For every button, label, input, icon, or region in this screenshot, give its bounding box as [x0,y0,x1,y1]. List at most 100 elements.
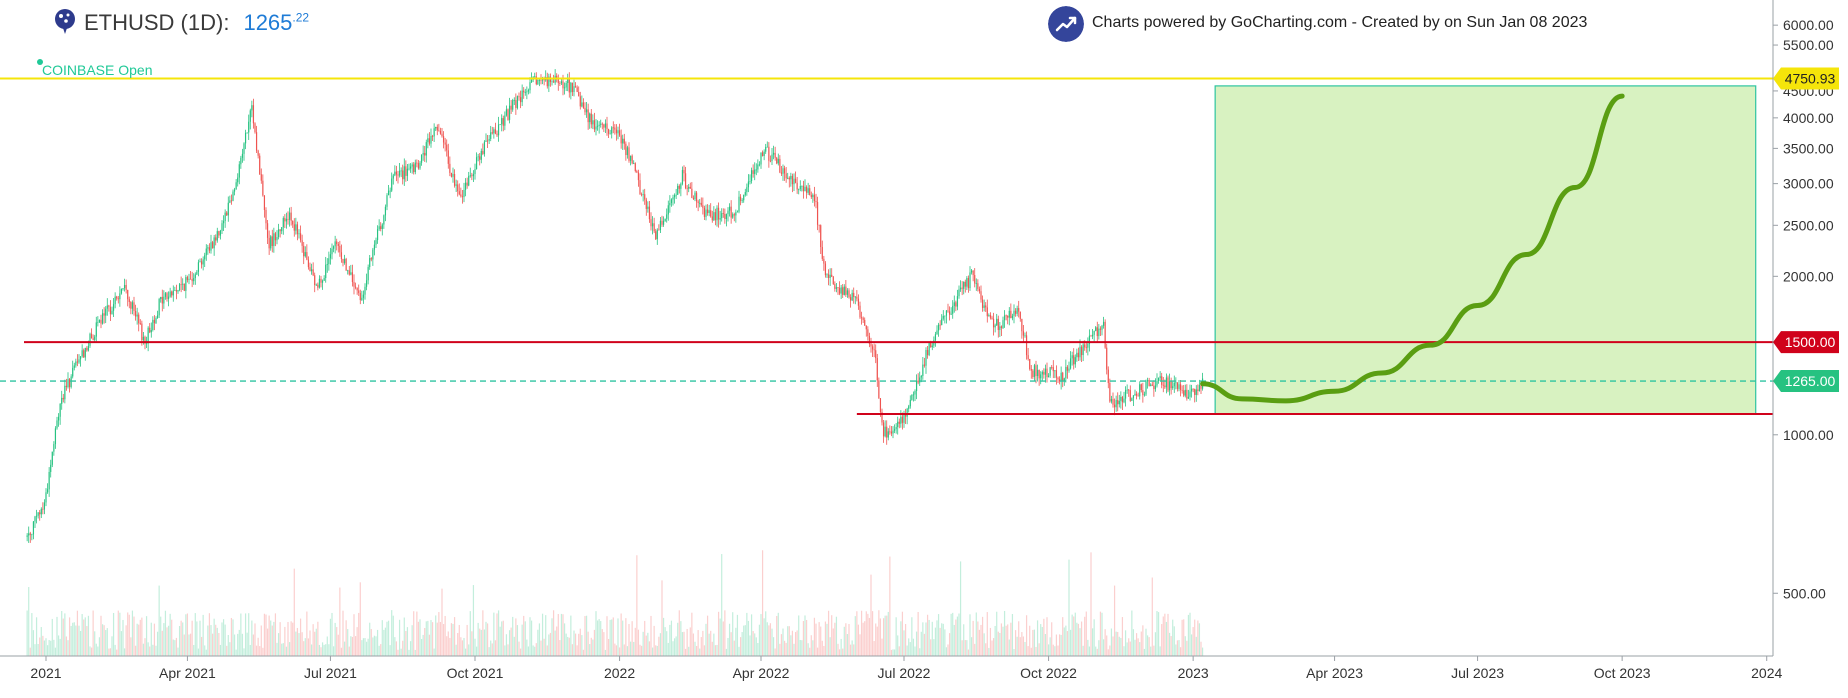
candle-body [78,359,80,363]
volume-bar [694,641,696,656]
volume-bar [428,634,431,656]
candle-body [994,325,996,328]
volume-bar [204,645,206,656]
candle-body [644,194,646,200]
volume-bar [48,640,50,656]
volume-bar [741,632,743,656]
candle-body [787,177,789,179]
volume-bar [1011,614,1014,656]
volume-bar [512,616,514,656]
y-tick-label: 3500.00 [1783,140,1834,156]
volume-bar [56,616,58,656]
candle-body [966,278,968,287]
candle-body [309,267,311,272]
volume-bar [1005,625,1007,656]
candle-body [163,296,165,304]
volume-bar [736,614,739,656]
volume-bar [391,610,393,656]
volume-bar [772,637,775,656]
candle-body [915,380,918,391]
volume-bar [254,623,256,656]
volume-bar [197,648,200,656]
volume-bar [1120,637,1122,656]
candle-body [221,223,223,231]
volume-bar [1055,634,1058,656]
volume-bar [579,628,581,656]
candle-body [658,229,660,231]
volume-bar [343,641,346,656]
candle-body [573,86,575,92]
volume-bar [541,613,544,656]
y-tick-label: 3000.00 [1783,176,1834,192]
volume-bar [1007,624,1009,656]
candle-body [483,141,486,154]
candle-body [815,200,817,203]
candle-body [1038,369,1040,379]
candle-body [452,174,454,177]
last-price-fraction: .22 [292,10,310,25]
candle-body [229,200,231,203]
candle-body [298,233,300,235]
volume-bar [1040,624,1042,656]
volume-bar [1073,616,1075,656]
candle-body [1074,357,1076,365]
volume-bar [149,646,151,656]
volume-bar [241,633,244,656]
candle-body [1129,390,1131,401]
candle-body [442,136,445,143]
volume-bar [557,613,559,656]
x-tick-label: Apr 2023 [1306,665,1363,681]
candle-body [152,319,154,331]
volume-bar [1140,631,1142,656]
volume-bar [1057,645,1059,656]
candle-body [224,212,226,221]
volume-bar [447,631,449,656]
volume-bar [68,617,71,656]
volume-bar [248,613,250,656]
candle-body [301,240,303,246]
volume-bar [639,644,641,656]
volume-bar [62,618,64,656]
volume-bar [612,617,614,656]
volume-bar [915,631,918,656]
volume-bar [218,633,220,656]
volume-bar [42,635,44,656]
candle-body [908,406,910,409]
candle-body [175,290,178,292]
volume-bar [84,617,86,656]
candle-body [254,123,256,133]
volume-bar [939,627,941,656]
volume-bar [777,612,779,656]
volume-bar [331,612,333,656]
candle-body [944,315,946,317]
candle-body [969,272,971,289]
trend-up-icon[interactable] [1048,6,1084,42]
candle-body [683,169,685,174]
candle-body [149,327,151,333]
candle-body [482,150,484,154]
candle-body [326,264,328,265]
candle-body [512,100,514,110]
candle-body [183,283,185,291]
volume-bar [409,641,412,656]
volume-bar [997,631,999,656]
volume-bar [431,622,434,656]
volume-bar [732,612,734,656]
candle-body [681,169,684,184]
volume-bar [934,627,937,656]
candle-body [469,175,471,177]
volume-bar [325,644,327,656]
candle-body [747,181,750,188]
candle-body [144,336,146,344]
volume-bar [312,624,314,656]
volume-bar [538,623,541,656]
candle-body [474,169,476,175]
candle-body [798,189,800,190]
volume-bar [774,648,776,656]
volume-bar [615,645,618,656]
candle-body [139,323,141,325]
volume-bar [260,625,262,656]
candle-body [64,385,66,400]
volume-bar [691,612,693,656]
